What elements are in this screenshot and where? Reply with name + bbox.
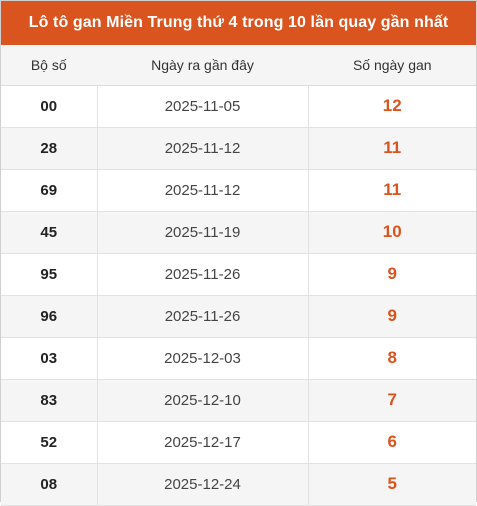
cell-days: 9 — [307, 295, 476, 338]
header-days-gan: Số ngày gan — [307, 45, 476, 86]
cell-days: 5 — [307, 463, 476, 506]
cell-days: 11 — [307, 169, 476, 212]
header-row: Bộ số Ngày ra gần đây Số ngày gan — [1, 45, 476, 86]
cell-date: 2025-11-26 — [96, 253, 308, 296]
cell-days: 11 — [307, 127, 476, 170]
gan-table: Bộ số Ngày ra gần đây Số ngày gan 00 202… — [1, 45, 476, 506]
header-last-date: Ngày ra gần đây — [96, 45, 308, 86]
cell-date: 2025-11-05 — [96, 85, 308, 128]
table-row: 95 2025-11-26 9 — [1, 253, 476, 296]
table-row: 45 2025-11-19 10 — [1, 211, 476, 254]
cell-number: 69 — [1, 169, 97, 212]
cell-number: 83 — [1, 379, 97, 422]
cell-number: 08 — [1, 463, 97, 506]
cell-number: 28 — [1, 127, 97, 170]
cell-days: 10 — [307, 211, 476, 254]
cell-days: 7 — [307, 379, 476, 422]
cell-days: 6 — [307, 421, 476, 464]
cell-date: 2025-12-24 — [96, 463, 308, 506]
table-row: 96 2025-11-26 9 — [1, 295, 476, 338]
cell-number: 96 — [1, 295, 97, 338]
cell-date: 2025-11-12 — [96, 127, 308, 170]
cell-date: 2025-12-10 — [96, 379, 308, 422]
cell-date: 2025-12-17 — [96, 421, 308, 464]
cell-date: 2025-11-12 — [96, 169, 308, 212]
cell-date: 2025-11-19 — [96, 211, 308, 254]
cell-number: 03 — [1, 337, 97, 380]
table-row: 08 2025-12-24 5 — [1, 463, 476, 506]
cell-number: 95 — [1, 253, 97, 296]
cell-days: 12 — [307, 85, 476, 128]
cell-date: 2025-11-26 — [96, 295, 308, 338]
cell-number: 45 — [1, 211, 97, 254]
cell-date: 2025-12-03 — [96, 337, 308, 380]
table-row: 03 2025-12-03 8 — [1, 337, 476, 380]
cell-days: 8 — [307, 337, 476, 380]
cell-number: 00 — [1, 85, 97, 128]
cell-number: 52 — [1, 421, 97, 464]
cell-days: 9 — [307, 253, 476, 296]
table-row: 83 2025-12-10 7 — [1, 379, 476, 422]
header-number: Bộ số — [1, 45, 97, 86]
table-row: 52 2025-12-17 6 — [1, 421, 476, 464]
table-row: 00 2025-11-05 12 — [1, 85, 476, 128]
table-row: 69 2025-11-12 11 — [1, 169, 476, 212]
table-title: Lô tô gan Miền Trung thứ 4 trong 10 lần … — [1, 1, 476, 45]
table-row: 28 2025-11-12 11 — [1, 127, 476, 170]
